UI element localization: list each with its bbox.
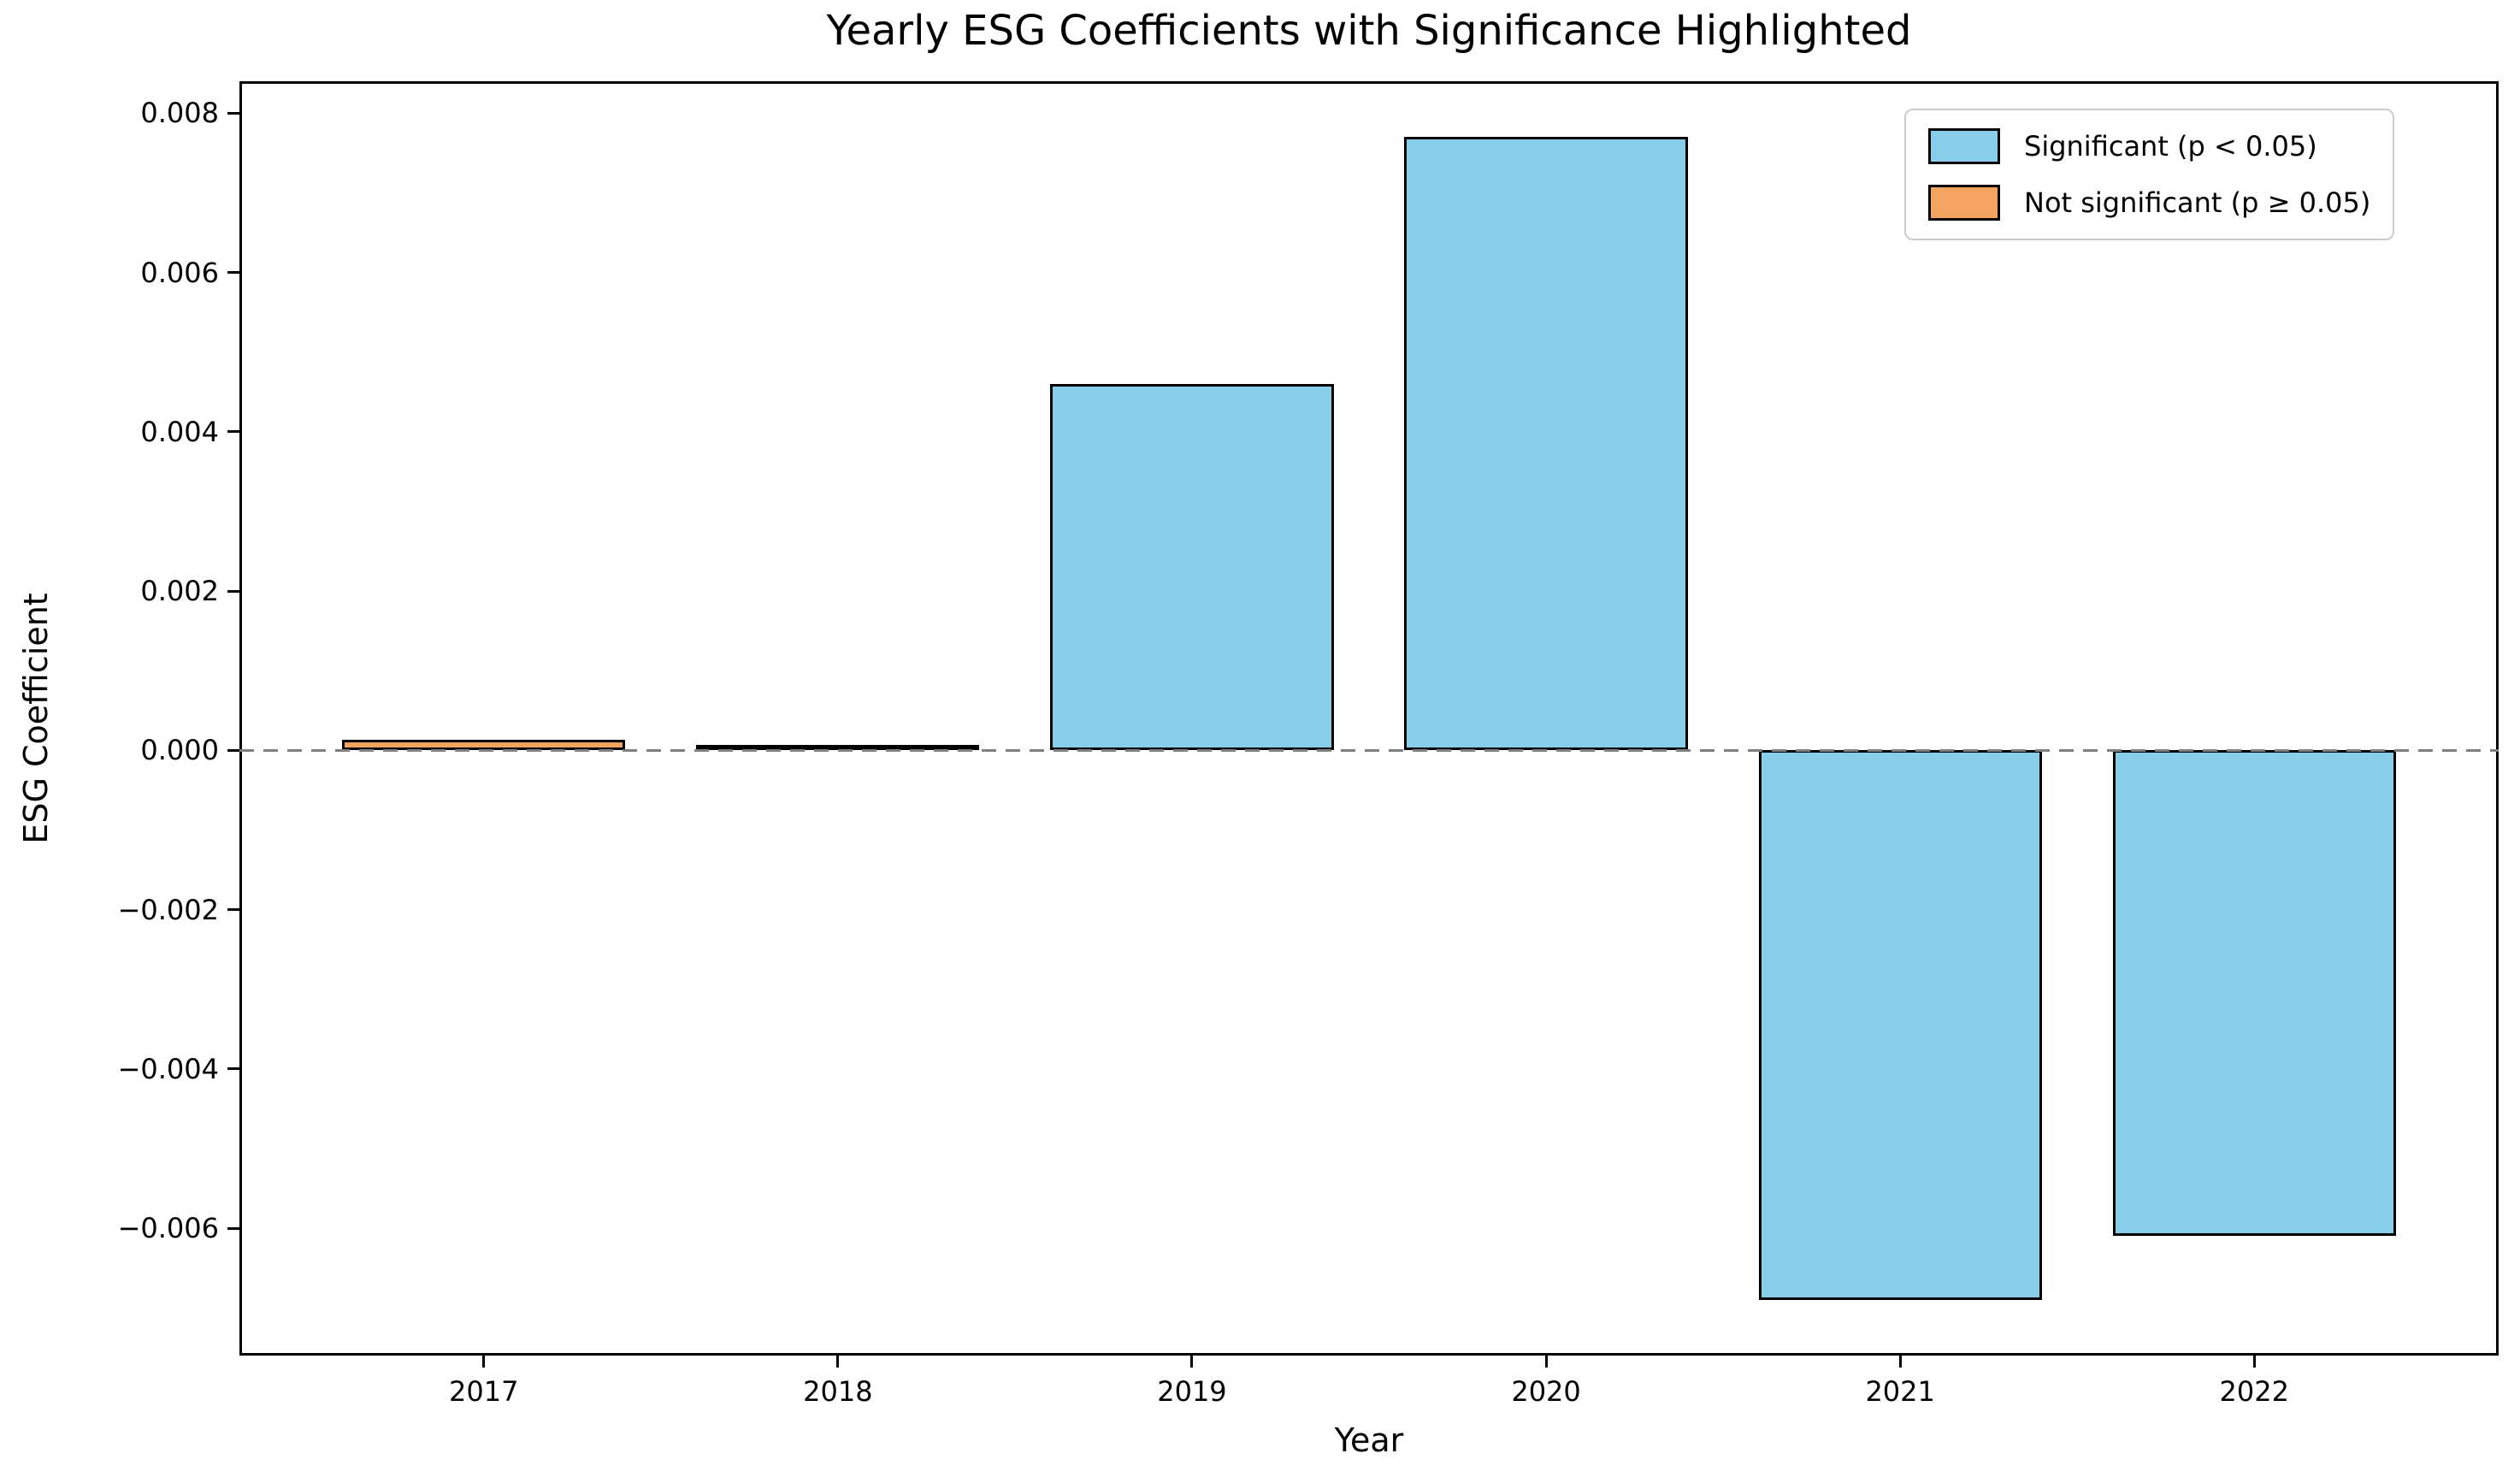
y-tick-label: −0.002 bbox=[117, 893, 219, 926]
legend: Significant (p < 0.05) Not significant (p… bbox=[1904, 109, 2395, 240]
legend-swatch-significant bbox=[1928, 128, 2000, 164]
y-tick-mark bbox=[227, 748, 239, 752]
x-tick-mark bbox=[2252, 1356, 2256, 1368]
x-tick-label: 2020 bbox=[1511, 1375, 1581, 1408]
x-tick-label: 2021 bbox=[1865, 1375, 1935, 1408]
y-tick-mark bbox=[227, 589, 239, 593]
bar-2022 bbox=[2112, 750, 2396, 1237]
x-tick-label: 2018 bbox=[803, 1375, 873, 1408]
x-tick-mark bbox=[1898, 1356, 1902, 1368]
x-tick-mark bbox=[482, 1356, 486, 1368]
legend-swatch-not-significant bbox=[1928, 185, 2000, 221]
y-tick-mark bbox=[227, 1067, 239, 1071]
zero-reference-line bbox=[239, 748, 2499, 752]
y-tick-mark bbox=[227, 1226, 239, 1230]
y-tick-mark bbox=[227, 271, 239, 274]
y-tick-label: 0.008 bbox=[140, 97, 219, 130]
legend-entry: Significant (p < 0.05) bbox=[1928, 127, 2370, 165]
y-tick-mark bbox=[227, 430, 239, 434]
y-tick-label: −0.006 bbox=[117, 1212, 219, 1244]
y-tick-mark bbox=[227, 908, 239, 911]
x-tick-mark bbox=[836, 1356, 840, 1368]
y-tick-label: 0.004 bbox=[140, 415, 219, 448]
x-axis-label: Year bbox=[1334, 1421, 1404, 1459]
y-tick-label: 0.002 bbox=[140, 575, 219, 607]
bar-2021 bbox=[1758, 750, 2042, 1300]
y-tick-label: 0.006 bbox=[140, 256, 219, 289]
x-tick-mark bbox=[1190, 1356, 1194, 1368]
x-tick-label: 2022 bbox=[2219, 1375, 2289, 1408]
chart-title: Yearly ESG Coefficients with Significanc… bbox=[826, 7, 1912, 55]
x-tick-mark bbox=[1544, 1356, 1548, 1368]
y-tick-mark bbox=[227, 111, 239, 115]
bar-2020 bbox=[1404, 137, 1688, 751]
y-tick-label: −0.004 bbox=[117, 1052, 219, 1085]
legend-entry: Not significant (p ≥ 0.05) bbox=[1928, 184, 2370, 222]
x-tick-label: 2019 bbox=[1157, 1375, 1227, 1408]
y-axis-label: ESG Coefficient bbox=[17, 593, 55, 844]
legend-label: Significant (p < 0.05) bbox=[2024, 130, 2317, 162]
x-tick-label: 2017 bbox=[449, 1375, 519, 1408]
bar-2019 bbox=[1050, 383, 1334, 751]
bar-2017 bbox=[342, 740, 626, 751]
legend-label: Not significant (p ≥ 0.05) bbox=[2024, 186, 2371, 219]
y-tick-label: 0.000 bbox=[140, 734, 219, 767]
